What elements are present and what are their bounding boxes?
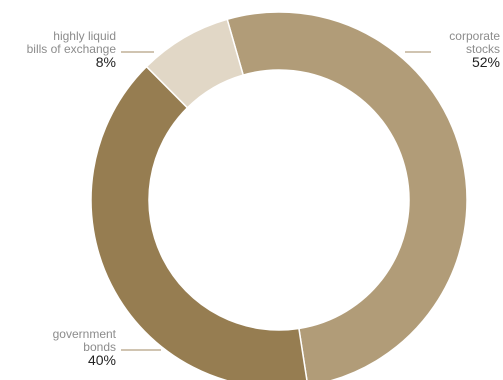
donut-slices — [90, 11, 468, 380]
slice-government-bonds — [90, 65, 308, 380]
slice-value-label: 8% — [96, 54, 116, 70]
slice-highly-liquid-bills-of-exchange — [145, 18, 245, 109]
slice-label: government — [53, 327, 117, 341]
slice-label: bonds — [83, 340, 116, 354]
slice-label: highly liquid — [53, 29, 116, 43]
slice-value-label: 52% — [472, 54, 500, 70]
slice-label: bills of exchange — [27, 42, 117, 56]
slice-corporate-stocks — [226, 11, 468, 380]
slice-label: corporate — [449, 29, 500, 43]
slice-label: stocks — [466, 42, 500, 56]
slice-value-label: 40% — [88, 352, 116, 368]
